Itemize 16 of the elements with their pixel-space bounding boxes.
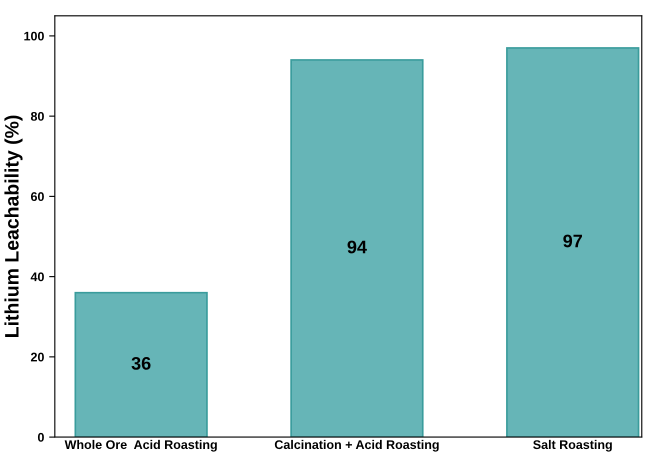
y-tick-label: 40 [30, 272, 44, 282]
bar [290, 59, 424, 438]
data-label: 36 [132, 356, 151, 370]
y-tick-label: 100 [24, 32, 44, 41]
y-axis-title: Lithium Leachability (%) [4, 116, 23, 337]
y-tick-label: 20 [30, 352, 44, 362]
data-label: 94 [348, 240, 367, 254]
bar [506, 47, 640, 438]
data-label: 97 [563, 234, 582, 248]
y-tick-label: 60 [30, 192, 44, 202]
bar [74, 292, 208, 438]
y-tick-label: 80 [30, 112, 44, 121]
y-tick-label: 0 [38, 432, 44, 442]
x-tick-label: Salt Roasting [533, 440, 612, 452]
x-tick-label: Whole Ore Acid Roasting [64, 440, 217, 452]
x-tick-label: Calcination + Acid Roasting [274, 440, 439, 452]
